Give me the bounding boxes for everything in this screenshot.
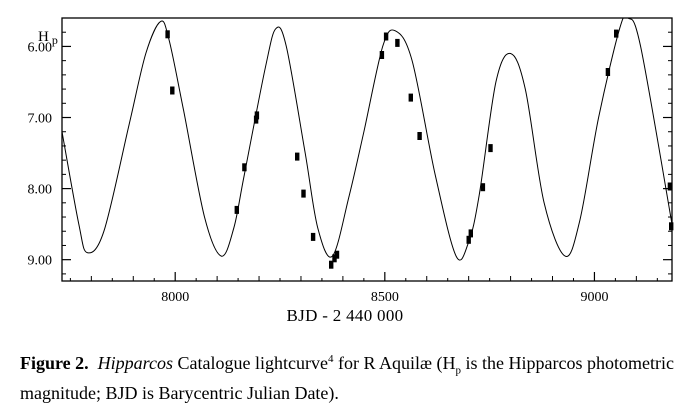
figure-label: Figure 2. <box>20 353 89 373</box>
data-point <box>466 235 471 244</box>
x-axis-label: BJD - 2 440 000 <box>286 306 404 325</box>
data-point <box>480 183 486 192</box>
data-point <box>417 132 422 140</box>
data-point <box>667 182 673 191</box>
axis-ticks: 8000 8500 9000 6.00 7.00 8.00 9.00 <box>28 31 672 305</box>
y-tick-label: 7.00 <box>28 112 53 127</box>
figure-caption: Figure 2. Hipparcos Catalogue lightcurve… <box>20 348 680 404</box>
x-tick-label: 9000 <box>580 290 608 305</box>
data-point <box>669 222 674 231</box>
caption-text-a: Catalogue lightcurve <box>173 353 328 373</box>
plot-frame <box>61 17 673 282</box>
data-point <box>242 163 247 172</box>
data-point <box>295 152 300 161</box>
x-tick-label: 8500 <box>371 290 399 305</box>
data-point <box>408 93 413 102</box>
data-point <box>301 189 306 198</box>
data-point <box>605 68 611 76</box>
data-point <box>379 51 385 59</box>
y-tick-label: 8.00 <box>28 183 53 198</box>
y-tick-label: 6.00 <box>28 40 53 55</box>
data-point <box>383 32 389 41</box>
observation-points <box>165 29 674 269</box>
data-point <box>468 229 473 238</box>
data-point <box>170 86 175 95</box>
caption-text-c: is the Hipparcos photometric magnitude; … <box>20 353 674 403</box>
data-point <box>234 205 239 214</box>
light-curve-line <box>62 18 672 261</box>
data-point <box>310 232 316 241</box>
y-tick-label: 9.00 <box>28 254 53 269</box>
y-axis-label-sub: p <box>52 33 58 47</box>
data-point <box>254 111 260 120</box>
data-point <box>253 115 259 124</box>
data-point <box>488 144 493 153</box>
data-point <box>165 30 170 39</box>
caption-sub: p <box>455 364 461 377</box>
data-point <box>334 250 340 259</box>
model-curve <box>62 18 672 261</box>
data-point <box>329 260 334 269</box>
caption-sup: 4 <box>327 353 334 365</box>
data-point <box>395 38 400 47</box>
caption-text-b: for R Aquilæ (H <box>333 353 456 373</box>
caption-italic: Hipparcos <box>97 353 174 373</box>
x-tick-label: 8000 <box>161 290 189 305</box>
y-axis-label-main: H <box>38 29 49 45</box>
data-point <box>614 29 619 38</box>
data-point <box>332 254 337 263</box>
